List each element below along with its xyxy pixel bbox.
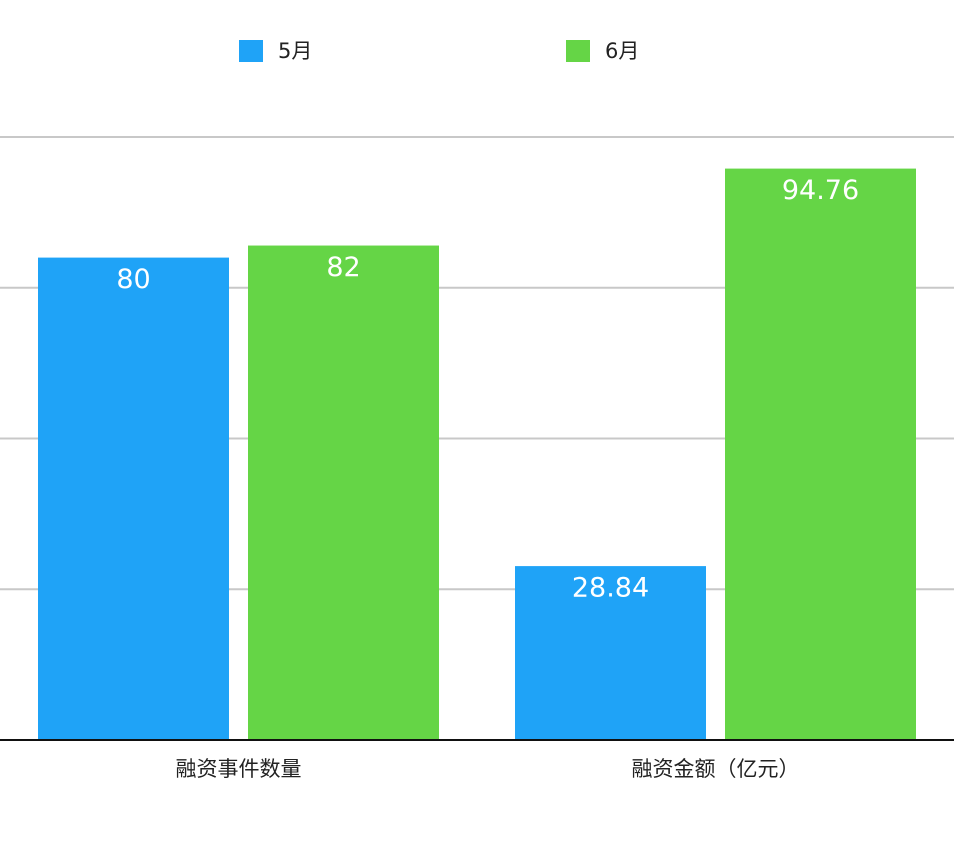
value-label: 80 (116, 264, 150, 295)
x-tick-label: 融资事件数量 (176, 757, 302, 781)
legend-swatch (239, 40, 263, 62)
value-label: 82 (326, 252, 360, 283)
bar (38, 257, 229, 740)
value-label: 94.76 (782, 175, 859, 206)
bar (248, 245, 439, 741)
value-label: 28.84 (572, 573, 649, 604)
bar (725, 168, 916, 741)
legend-swatch (566, 40, 590, 62)
bar (515, 566, 706, 740)
x-tick-label: 融资金额（亿元） (632, 757, 800, 781)
legend-label: 5月 (278, 39, 312, 63)
legend-label: 6月 (605, 39, 639, 63)
